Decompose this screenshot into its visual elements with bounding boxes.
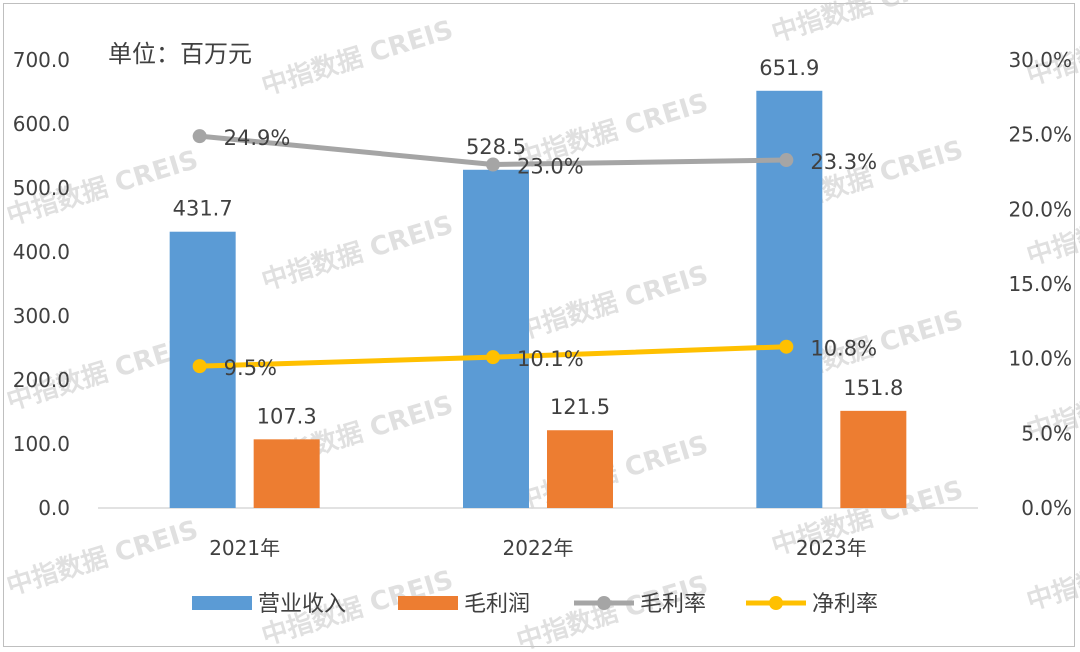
right-tick-label: 20.0% — [1008, 197, 1072, 221]
left-tick-label: 0.0 — [38, 496, 70, 520]
bar-value-label: 107.3 — [257, 404, 317, 428]
x-axis: 2021年 2022年 2023年 — [209, 536, 867, 560]
line-value-label: 23.0% — [517, 155, 584, 179]
point-净利率 — [486, 350, 500, 365]
bar-毛利润 — [253, 439, 320, 508]
legend-marker-净利率 — [769, 596, 783, 610]
legend-label: 净利率 — [812, 592, 878, 617]
legend-marker-毛利率 — [597, 596, 611, 610]
right-tick-label: 5.0% — [1021, 421, 1072, 445]
x-tick-label: 2022年 — [503, 536, 574, 560]
bar-value-label: 121.5 — [550, 395, 610, 419]
bar-value-label: 528.5 — [466, 135, 526, 159]
legend-swatch-营业收入 — [192, 596, 252, 610]
point-毛利率 — [486, 157, 500, 172]
left-tick-label: 400.0 — [13, 240, 70, 264]
watermark: 中指数据 CREIS — [513, 260, 711, 347]
right-tick-label: 30.0% — [1008, 48, 1072, 72]
line-layer: 24.9% 23.0% 23.3% 9.5% 10.1% 10.8% — [192, 126, 877, 380]
left-tick-label: 300.0 — [13, 304, 70, 328]
point-净利率 — [779, 339, 794, 354]
bar-value-label: 431.7 — [173, 197, 233, 221]
watermark: 中指数据 CREIS — [1023, 530, 1080, 617]
unit-label: 单位：百万元 — [108, 40, 252, 68]
right-tick-label: 15.0% — [1008, 272, 1072, 296]
legend-label: 营业收入 — [258, 592, 346, 617]
x-tick-label: 2023年 — [796, 536, 867, 560]
line-value-label: 24.9% — [224, 126, 291, 150]
watermark: 中指数据 CREIS — [258, 15, 456, 102]
bar-毛利润 — [547, 430, 613, 508]
watermark: 中指数据 CREIS — [3, 515, 201, 602]
line-value-label: 10.1% — [517, 347, 584, 371]
x-tick-label: 2021年 — [209, 536, 280, 560]
line-value-label: 10.8% — [810, 337, 877, 361]
bar-value-label: 651.9 — [759, 56, 819, 80]
right-tick-label: 25.0% — [1008, 123, 1072, 147]
line-value-label: 9.5% — [224, 356, 277, 380]
left-tick-label: 600.0 — [13, 112, 70, 136]
watermark: 中指数据 CREIS — [258, 210, 456, 297]
point-毛利率 — [192, 129, 207, 144]
left-tick-label: 700.0 — [13, 48, 70, 72]
line-value-label: 23.3% — [810, 150, 877, 174]
legend-label: 毛利润 — [464, 592, 530, 617]
bar-营业收入 — [463, 169, 529, 508]
left-tick-label: 200.0 — [13, 368, 70, 392]
left-axis: 0.0 100.0 200.0 300.0 400.0 500.0 600.0 700.0 — [13, 48, 70, 520]
watermark: 中指数据 CREIS — [768, 0, 966, 49]
left-tick-label: 100.0 — [13, 432, 70, 456]
legend: 营业收入 毛利润 毛利率 净利率 — [192, 592, 878, 617]
bar-value-label: 151.8 — [843, 376, 903, 400]
point-毛利率 — [779, 153, 794, 168]
left-tick-label: 500.0 — [13, 176, 70, 200]
right-tick-label: 0.0% — [1021, 496, 1072, 520]
right-axis: 0.0% 5.0% 10.0% 15.0% 20.0% 25.0% 30.0% — [1008, 48, 1072, 520]
legend-swatch-毛利润 — [398, 596, 458, 610]
right-tick-label: 10.0% — [1008, 347, 1072, 371]
point-净利率 — [192, 359, 207, 374]
legend-label: 毛利率 — [640, 592, 706, 617]
bar-毛利润 — [840, 410, 907, 508]
